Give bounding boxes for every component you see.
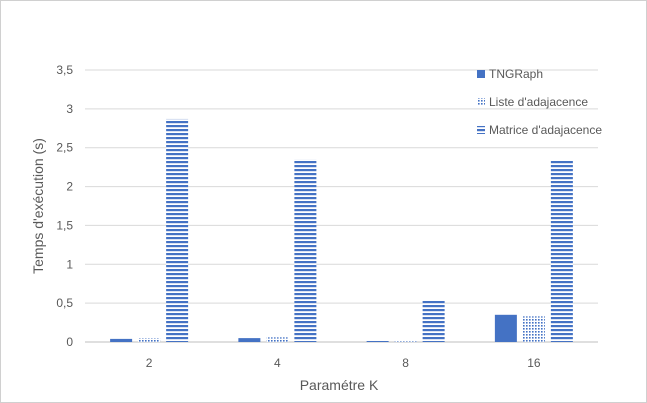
bar-solid-4 — [238, 338, 261, 342]
x-tick-label: 4 — [274, 356, 281, 370]
bar-dots-16 — [522, 316, 545, 342]
y-axis-title: Temps d'exécution (s) — [30, 138, 46, 274]
bars — [110, 118, 573, 343]
legend-label: Matrice d'adajacence — [489, 123, 602, 137]
bar-dots-2 — [138, 338, 161, 342]
legend-swatch — [477, 98, 485, 106]
x-tick-labels: 2 4 8 16 — [146, 356, 541, 370]
bar-hstripes-8 — [422, 300, 445, 342]
bar-solid-2 — [110, 338, 133, 342]
x-tick-label: 2 — [146, 356, 153, 370]
legend: TNGRaph Liste d'adajacence Matrice d'adaja… — [477, 67, 602, 137]
bar-hstripes-4 — [294, 159, 317, 342]
y-tick-label: 0,5 — [56, 296, 73, 310]
legend-swatch — [477, 126, 485, 134]
bar-dots-4 — [266, 337, 289, 342]
y-tick-label: 3,5 — [56, 63, 73, 77]
x-axis-title: Paramétre K — [300, 377, 379, 393]
bar-solid-16 — [494, 314, 517, 342]
y-tick-label: 2 — [66, 180, 73, 194]
bar-solid-8 — [366, 341, 389, 342]
legend-label: Liste d'adajacence — [489, 95, 588, 109]
bar-dots-8 — [394, 341, 417, 342]
y-tick-label: 3 — [66, 102, 73, 116]
legend-swatch — [477, 70, 485, 78]
y-tick-label: 1,5 — [56, 218, 73, 232]
y-tick-label: 2,5 — [56, 141, 73, 155]
gridlines — [85, 69, 598, 343]
bar-hstripes-2 — [166, 118, 189, 343]
x-tick-label: 8 — [402, 356, 409, 370]
legend-label: TNGRaph — [489, 67, 543, 81]
y-tick-labels: 0 0,5 1 1,5 2 2,5 3 3,5 — [56, 63, 73, 349]
x-tick-label: 16 — [527, 356, 541, 370]
y-tick-label: 0 — [66, 335, 73, 349]
bar-hstripes-16 — [550, 160, 573, 342]
y-tick-label: 1 — [66, 257, 73, 271]
